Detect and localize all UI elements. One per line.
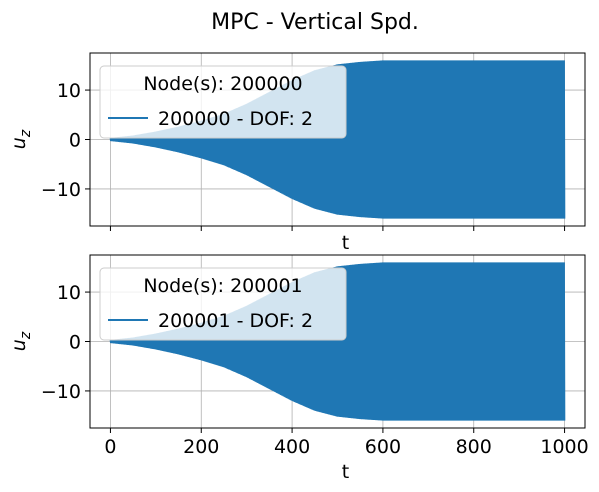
x-tick-label: 600	[365, 436, 401, 458]
y-tick-label: 10	[57, 80, 81, 102]
y-axis-label-subscript: z	[18, 331, 34, 340]
x-tick-label: 1000	[540, 436, 588, 458]
x-tick-label: 200	[183, 436, 219, 458]
y-tick-label: 0	[69, 130, 81, 152]
y-axis-label-base: u	[8, 339, 30, 351]
chart-panel-bottom: 0 200 400 600 800 1000 10 0 −10 t uz Node(s): 20000…	[8, 254, 589, 483]
series-line	[109, 60, 566, 219]
figure-title: MPC - Vertical Spd.	[211, 10, 419, 35]
y-axis-label: uz	[8, 129, 34, 149]
y-tick-label: −10	[41, 381, 81, 403]
x-axis-label: t	[342, 232, 349, 254]
chart-panel-top: 10 0 −10 t uz Node(s): 200000 200000 - DOF: 2	[8, 52, 586, 254]
y-tick-label: 10	[57, 282, 81, 304]
y-axis-label-subscript: z	[18, 129, 34, 138]
y-tick-label: −10	[41, 179, 81, 201]
x-tick-label: 0	[104, 436, 116, 458]
legend-box	[99, 65, 347, 139]
legend-title: Node(s): 200001	[143, 275, 302, 297]
legend: Node(s): 200001 200001 - DOF: 2	[99, 267, 347, 341]
legend-title: Node(s): 200000	[143, 73, 302, 95]
x-tick-label: 400	[274, 436, 310, 458]
x-axis-label: t	[342, 461, 349, 483]
y-axis-label: uz	[8, 331, 34, 351]
legend-entry: 200000 - DOF: 2	[158, 108, 313, 130]
y-tick-label: 0	[69, 332, 81, 354]
y-axis-label-base: u	[8, 137, 30, 149]
legend: Node(s): 200000 200000 - DOF: 2	[99, 65, 347, 139]
legend-box	[99, 267, 347, 341]
legend-entry: 200001 - DOF: 2	[158, 310, 313, 332]
series-line	[109, 262, 566, 421]
x-tick-label: 800	[456, 436, 492, 458]
